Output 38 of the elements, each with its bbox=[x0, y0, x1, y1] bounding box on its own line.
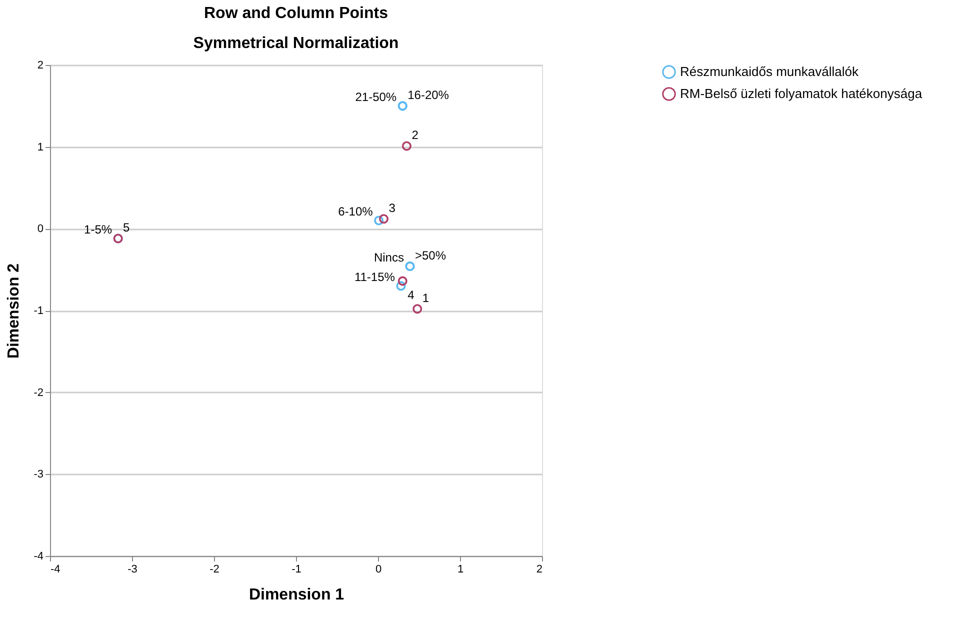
x-tick-label: -4 bbox=[50, 564, 60, 576]
point bbox=[396, 281, 406, 291]
annotation: 5 bbox=[123, 220, 130, 234]
x-tick-label: 2 bbox=[536, 564, 542, 576]
annotation: 21-50% bbox=[355, 90, 397, 104]
y-tick-label: -2 bbox=[34, 386, 44, 399]
annotation: 1 bbox=[422, 290, 430, 305]
annotation: 11-15% bbox=[354, 270, 396, 284]
y-tick-label: -1 bbox=[34, 305, 44, 317]
x-tick-label: 1 bbox=[457, 564, 464, 576]
chart-subtitle: Symmetrical Normalization bbox=[193, 35, 399, 52]
y-tick-label: -3 bbox=[34, 468, 44, 481]
annotation: 1-5% bbox=[84, 222, 112, 236]
x-tick-label: -2 bbox=[210, 564, 220, 576]
legend-label: Részmunkaidős munkavállalók bbox=[680, 64, 859, 79]
point bbox=[378, 214, 389, 224]
point bbox=[398, 276, 408, 286]
annotation: 6-10% bbox=[338, 204, 374, 218]
y-tick-label: 0 bbox=[37, 223, 44, 236]
annotation: 4 bbox=[408, 288, 415, 302]
annotation: 16-20% bbox=[408, 88, 450, 102]
annotation: 3 bbox=[388, 200, 396, 215]
y-tick-label: 2 bbox=[37, 60, 44, 72]
y-tick-label: -4 bbox=[34, 550, 44, 562]
x-tick-label: 0 bbox=[375, 564, 382, 576]
x-tick-label: -3 bbox=[128, 564, 138, 576]
point bbox=[402, 141, 412, 151]
legend-label: RM-Belső üzleti folyamatok hatékonysága bbox=[680, 86, 923, 101]
x-axis-title: Dimension 1 bbox=[248, 586, 344, 604]
y-tick-label: 1 bbox=[37, 141, 44, 154]
x-tick-label: -1 bbox=[292, 564, 302, 576]
point bbox=[374, 216, 384, 226]
annotation: >50% bbox=[414, 248, 446, 262]
chart-title: Row and Column Points bbox=[204, 5, 388, 22]
point bbox=[412, 304, 422, 314]
annotation: 2 bbox=[412, 128, 419, 142]
annotation: Nincs bbox=[374, 250, 404, 264]
y-axis-title: Dimension 2 bbox=[6, 263, 23, 359]
